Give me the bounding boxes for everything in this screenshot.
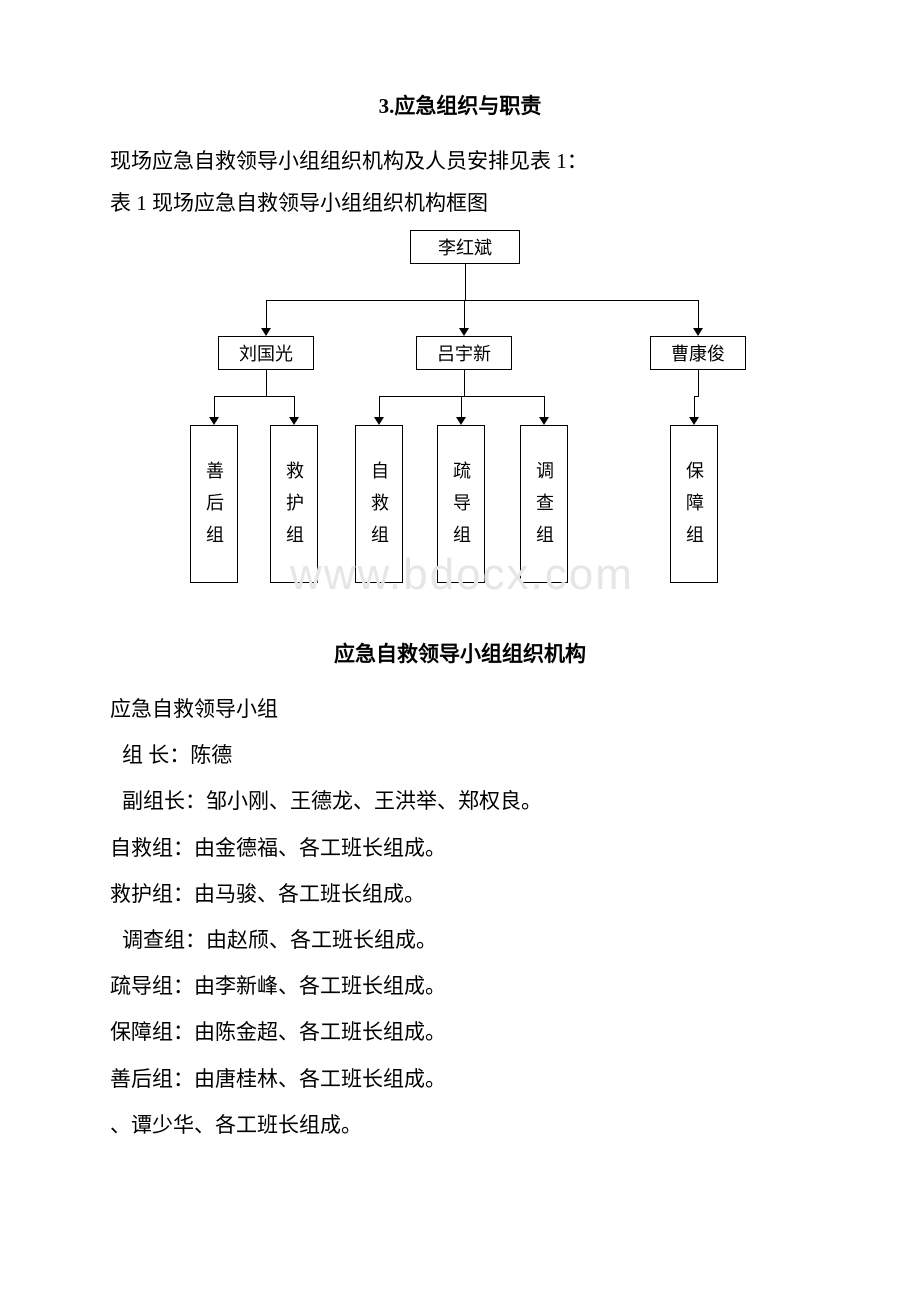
connector-vertical [544, 396, 545, 417]
connector-vertical [465, 264, 466, 300]
arrow-down-icon [459, 328, 469, 336]
content-line-1: 组 长：陈德 [110, 732, 810, 778]
content-line-6: 疏导组：由李新峰、各工班长组成。 [110, 963, 810, 1009]
arrow-down-icon [456, 417, 466, 425]
arrow-down-icon [261, 328, 271, 336]
org-node-leaf-1: 救护组 [270, 425, 318, 583]
connector-vertical [379, 396, 380, 417]
content-line-7: 保障组：由陈金超、各工班长组成。 [110, 1009, 810, 1055]
connector-vertical [266, 300, 267, 328]
org-node-leaf-3: 疏导组 [437, 425, 485, 583]
content-line-2: 副组长：邹小刚、王德龙、王洪举、郑权良。 [110, 778, 810, 824]
arrow-down-icon [209, 417, 219, 425]
content-line-0: 应急自救领导小组 [110, 686, 810, 732]
subheading: 应急自救领导小组组织机构 [110, 638, 810, 668]
org-node-mid-2: 曹康俊 [650, 336, 746, 370]
arrow-down-icon [689, 417, 699, 425]
connector-horizontal [214, 396, 295, 397]
intro-line-2: 表 1 现场应急自救领导小组组织机构框图 [110, 182, 810, 224]
connector-vertical [694, 396, 695, 417]
connector-horizontal [266, 300, 699, 301]
connector-horizontal [379, 396, 545, 397]
connector-vertical [266, 370, 267, 396]
connector-vertical [464, 300, 465, 328]
content-line-8: 善后组：由唐桂林、各工班长组成。 [110, 1056, 810, 1102]
content-line-3: 自救组：由金德福、各工班长组成。 [110, 825, 810, 871]
connector-vertical [698, 300, 699, 328]
connector-vertical [214, 396, 215, 417]
connector-vertical [461, 396, 462, 417]
org-node-leaf-4: 调查组 [520, 425, 568, 583]
content-line-4: 救护组：由马骏、各工班长组成。 [110, 871, 810, 917]
connector-vertical [294, 396, 295, 417]
content-line-9: 、谭少华、各工班长组成。 [110, 1102, 810, 1148]
section-title: 3.应急组织与职责 [110, 90, 810, 120]
intro-line-1: 现场应急自救领导小组组织机构及人员安排见表 1： [110, 140, 810, 182]
org-chart: 李红斌刘国光吕宇新曹康俊善后组救护组自救组疏导组调查组保障组www.bdocx.… [140, 230, 780, 590]
content-line-5: 调查组：由赵颀、各工班长组成。 [110, 917, 810, 963]
arrow-down-icon [374, 417, 384, 425]
org-node-leaf-2: 自救组 [355, 425, 403, 583]
org-node-mid-0: 刘国光 [218, 336, 314, 370]
content-lines: 应急自救领导小组组 长：陈德副组长：邹小刚、王德龙、王洪举、郑权良。自救组：由金… [110, 686, 810, 1148]
arrow-down-icon [289, 417, 299, 425]
connector-vertical [464, 370, 465, 396]
arrow-down-icon [693, 328, 703, 336]
org-node-leaf-5: 保障组 [670, 425, 718, 583]
org-node-mid-1: 吕宇新 [416, 336, 512, 370]
org-node-leaf-0: 善后组 [190, 425, 238, 583]
connector-vertical [698, 370, 699, 396]
org-node-top: 李红斌 [410, 230, 520, 264]
arrow-down-icon [539, 417, 549, 425]
